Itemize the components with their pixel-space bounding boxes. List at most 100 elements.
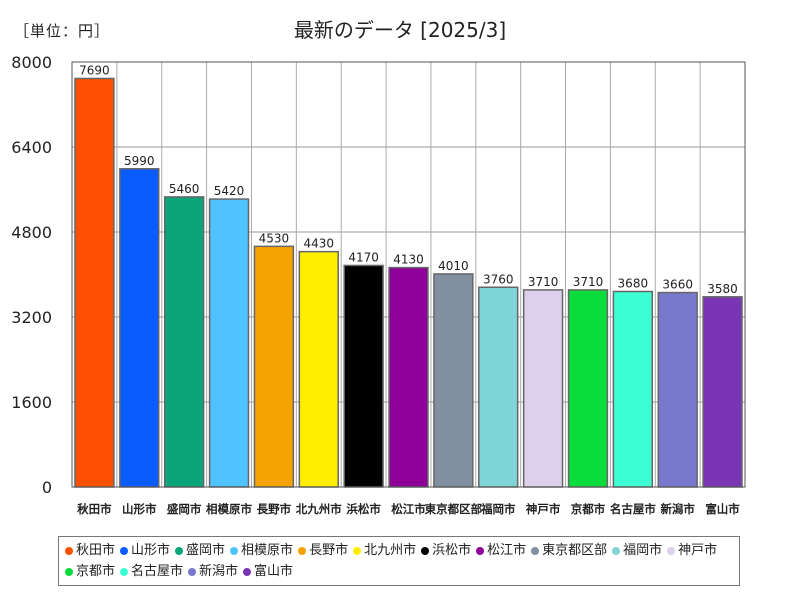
data-label: 5420: [214, 184, 245, 198]
legend: 秋田市 山形市 盛岡市 相模原市 長野市 北九州市 浜松市 松江市 東京都区部 福岡市 神戸市京都市…: [58, 536, 740, 586]
legend-label: 京都市: [76, 564, 116, 579]
legend-swatch: [65, 546, 73, 555]
x-tick-label: 長野市: [257, 502, 292, 516]
legend-item: 秋田市: [65, 540, 115, 561]
y-tick-label: 1600: [11, 393, 52, 412]
legend-swatch: [65, 567, 73, 576]
legend-item: 浜松市: [421, 540, 471, 561]
x-tick-label: 山形市: [122, 502, 157, 516]
plot-area-frame: [71, 61, 746, 488]
legend-label: 秋田市: [76, 543, 116, 558]
legend-swatch: [353, 546, 362, 555]
y-tick-label: 0: [42, 478, 52, 497]
legend-label: 名古屋市: [131, 564, 184, 579]
legend-item: 松江市: [476, 540, 526, 561]
legend-swatch: [298, 546, 307, 555]
chart-title: 最新のデータ [2025/3]: [293, 18, 507, 42]
x-tick-label: 富山市: [705, 502, 740, 516]
legend-label: 浜松市: [432, 543, 472, 558]
y-tick-label: 8000: [11, 53, 52, 72]
bar-松江市: [388, 266, 429, 488]
bar-山形市: [119, 168, 160, 488]
x-tick-label: 浜松市: [346, 502, 381, 516]
legend-item: 長野市: [298, 540, 348, 561]
x-tick-label: 福岡市: [480, 502, 516, 516]
data-labels: 7690 5990 5460 5420 4530 4430 4170 4130 4010 3760…: [79, 63, 738, 295]
bar-神戸市: [522, 289, 564, 488]
data-label: 3710: [573, 275, 604, 289]
legend-label: 神戸市: [678, 543, 718, 558]
data-label: 3710: [528, 275, 559, 289]
bar-長野市: [253, 245, 295, 488]
y-tick-label: 4800: [11, 223, 52, 242]
data-label: 4430: [303, 237, 334, 251]
legend-item: 新潟市: [188, 561, 238, 582]
legend-swatch: [531, 546, 540, 555]
y-tick-label: 6400: [11, 138, 52, 157]
legend-item: 盛岡市: [175, 540, 225, 561]
legend-swatch: [230, 546, 239, 555]
legend-item: 名古屋市: [120, 561, 183, 582]
data-label: 4010: [438, 259, 469, 273]
legend-swatch: [476, 546, 485, 555]
legend-item: 神戸市: [667, 540, 717, 561]
legend-item: 山形市: [120, 540, 170, 561]
x-tick-label: 北九州市: [296, 502, 342, 516]
data-label: 3760: [483, 272, 514, 286]
legend-label: 東京都区部: [542, 543, 608, 558]
bar-北九州市: [298, 250, 339, 488]
bar-相模原市: [208, 198, 250, 488]
data-label: 5460: [169, 182, 200, 196]
legend-swatch: [667, 546, 676, 555]
x-tick-label: 神戸市: [526, 502, 561, 516]
unit-label: ［単位：円］: [14, 22, 111, 40]
bar-浜松市: [343, 264, 384, 488]
legend-label: 富山市: [254, 564, 294, 579]
bar-富山市: [702, 296, 743, 488]
x-tick-label: 東京都区部: [425, 502, 483, 516]
x-tick-label: 新潟市: [660, 502, 695, 516]
x-tick-label: 相模原市: [206, 502, 252, 516]
data-label: 4530: [259, 231, 290, 245]
bar-京都市: [567, 289, 609, 488]
bar-秋田市: [74, 77, 115, 488]
x-tick-label: 松江市: [391, 502, 426, 516]
legend-item: 東京都区部: [531, 540, 607, 561]
bar-名古屋市: [612, 290, 654, 488]
data-label: 5990: [124, 154, 155, 168]
bar-福岡市: [478, 286, 519, 488]
data-label: 3660: [662, 278, 693, 292]
legend-label: 松江市: [487, 543, 527, 558]
x-tick-label: 名古屋市: [610, 502, 656, 516]
bar-新潟市: [657, 291, 698, 488]
legend-item: 富山市: [243, 561, 293, 582]
legend-label: 福岡市: [623, 543, 663, 558]
data-label: 3680: [618, 277, 649, 291]
legend-swatch: [120, 567, 129, 576]
legend-label: 相模原市: [241, 543, 294, 558]
bar-東京都区部: [433, 273, 474, 488]
legend-item: 福岡市: [612, 540, 662, 561]
legend-label: 長野市: [309, 543, 349, 558]
legend-label: 山形市: [131, 543, 171, 558]
bar-chart: 0 1600 3200 4800 6400 8000 7690 5990 5460 5420 45…: [11, 53, 746, 516]
bar-盛岡市: [163, 196, 205, 488]
data-label: 4130: [393, 253, 424, 267]
data-label: 7690: [79, 63, 110, 77]
legend-item: 相模原市: [230, 540, 293, 561]
legend-swatch: [120, 546, 129, 555]
x-tick-label: 秋田市: [77, 502, 112, 516]
legend-item: 京都市: [65, 561, 115, 582]
legend-swatch: [612, 546, 621, 555]
legend-label: 盛岡市: [186, 543, 226, 558]
legend-swatch: [421, 546, 430, 555]
legend-item: 北九州市: [353, 540, 416, 561]
data-label: 4170: [348, 250, 379, 264]
legend-swatch: [243, 567, 252, 576]
data-label: 3580: [707, 282, 738, 296]
y-tick-label: 3200: [11, 308, 52, 327]
legend-swatch: [175, 546, 184, 555]
x-tick-label: 京都市: [571, 502, 606, 516]
x-tick-label: 盛岡市: [167, 502, 202, 516]
